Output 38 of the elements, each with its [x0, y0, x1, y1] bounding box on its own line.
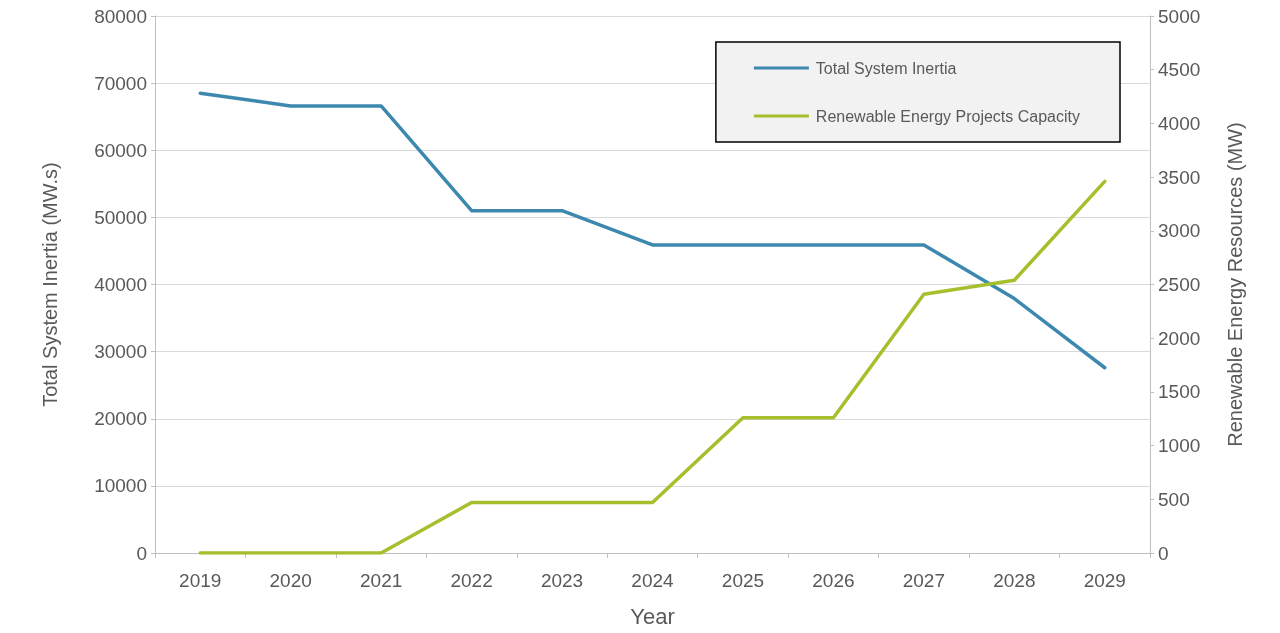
line-series [198, 179, 1107, 555]
y2-tick-label: 5000 [1158, 5, 1201, 27]
y2-tick-label: 0 [1158, 542, 1169, 564]
y-tick-label: 0 [136, 542, 147, 564]
y-tick-label: 40000 [94, 274, 147, 295]
y-tick-label: 60000 [94, 139, 147, 161]
y2-tick-label: 3500 [1158, 166, 1201, 188]
y-tick-label: 10000 [94, 475, 147, 497]
x-tick-label: 2026 [812, 570, 855, 591]
y2-tick-label: 4500 [1158, 59, 1201, 81]
y2-tick-label: 3000 [1158, 220, 1201, 242]
y2-tick-label: 2500 [1158, 274, 1201, 295]
y-tick-label: 70000 [94, 72, 147, 94]
x-tick-label: 2021 [360, 570, 403, 591]
x-tick-label: 2028 [993, 570, 1036, 591]
y2-axis-title: Renewable Energy Resources (MW) [1224, 122, 1246, 447]
x-tick-label: 2025 [721, 570, 765, 591]
x-tick-label: 2020 [269, 570, 312, 591]
y2-tick-label: 2000 [1158, 327, 1201, 349]
y-tick-label: 50000 [94, 206, 147, 228]
x-tick-label: 2029 [1083, 570, 1126, 591]
y-tick-label: 20000 [94, 408, 147, 430]
y-tick-label: 30000 [94, 341, 147, 363]
y-tick-label: 80000 [94, 5, 147, 27]
y2-tick-label: 500 [1158, 488, 1190, 510]
x-tick-label: 2027 [902, 570, 945, 591]
line-series [198, 91, 1107, 370]
x-tick-label: 2022 [450, 570, 493, 591]
x-tick-label: 2019 [179, 570, 222, 591]
x-tick-label: 2024 [631, 570, 675, 591]
y2-tick-label: 1500 [1158, 381, 1201, 403]
y2-tick-label: 4000 [1158, 112, 1201, 134]
x-tick-label: 2023 [540, 570, 584, 591]
legend-label: Renewable Energy Projects Capacity [815, 107, 1081, 125]
legend-label: Total System Inertia [815, 59, 957, 77]
x-axis-title: Year [630, 603, 675, 629]
y2-tick-label: 1000 [1158, 435, 1201, 457]
y-axis-title: Total System Inertia (MW.s) [39, 162, 61, 407]
